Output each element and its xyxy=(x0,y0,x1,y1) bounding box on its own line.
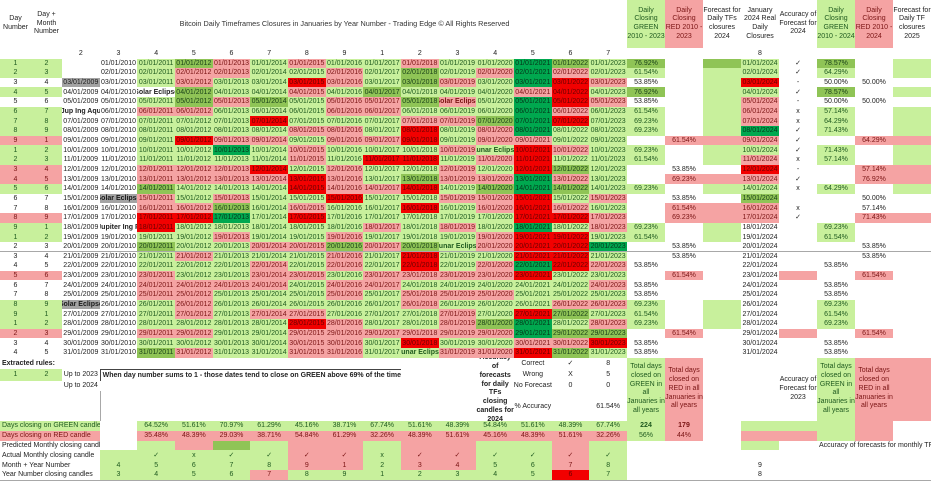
year-number-value[interactable]: 7 xyxy=(589,470,628,481)
accuracy-label: % Accuracy xyxy=(514,391,553,422)
year-number-value[interactable]: 2 xyxy=(401,470,440,481)
sheet-title: Bitcoin Daily Timeframes Closures in Jan… xyxy=(62,0,628,49)
column-header[interactable]: Daily Closing GREEN 2010 - 2023 xyxy=(627,0,666,49)
cell[interactable]: 8 xyxy=(741,470,780,481)
year-number-value[interactable]: 4 xyxy=(476,470,515,481)
cell[interactable] xyxy=(741,391,780,422)
year-number-value[interactable]: 9 xyxy=(325,470,365,481)
cell[interactable] xyxy=(401,380,440,422)
year-number-value[interactable]: 1 xyxy=(363,470,402,481)
column-header[interactable]: January 2024 Real Daily Closures xyxy=(741,0,780,49)
cell[interactable] xyxy=(703,391,742,422)
column-header[interactable]: Daily Closing RED 2010 - 2023 xyxy=(665,0,704,49)
accuracy-2023-title: Accuracy of Forecast for 2023 xyxy=(779,357,818,422)
year-number-value[interactable]: 5 xyxy=(175,470,214,481)
cell[interactable] xyxy=(175,380,214,422)
accuracy-2024-title: Accuracy of forecasts for daily TFs clos… xyxy=(476,357,515,422)
year-number-label: Year Number closing candles xyxy=(0,470,101,481)
total-green-title-2024: Total days closed on GREEN in all Januar… xyxy=(817,357,856,422)
column-header[interactable]: Daily Closing RED 2010 - 2024 xyxy=(855,0,894,49)
year-number-value[interactable]: 4 xyxy=(137,470,176,481)
accuracy-value: 61.54% xyxy=(589,391,628,422)
total-red-title-2024: Total days closed on RED in all Januarie… xyxy=(855,357,894,422)
cell[interactable] xyxy=(893,357,931,422)
cell[interactable] xyxy=(363,380,402,422)
column-header[interactable]: Daily Closing GREEN 2010 - 2024 xyxy=(817,0,856,49)
cell[interactable] xyxy=(0,391,101,422)
accuracy-mark xyxy=(551,391,591,422)
year-number-value[interactable]: 8 xyxy=(288,470,327,481)
day-month-number-header[interactable]: Day + Month Number xyxy=(31,0,63,49)
cell[interactable] xyxy=(817,470,856,481)
cell[interactable] xyxy=(627,470,666,481)
cell[interactable] xyxy=(438,380,478,422)
total-green-title: Total days closed on GREEN in all Januar… xyxy=(627,357,666,422)
cell[interactable] xyxy=(288,380,327,422)
year-number-value[interactable]: 3 xyxy=(438,470,478,481)
total-red-title: Total days closed on RED in all Januarie… xyxy=(665,357,704,422)
year-number-value[interactable]: 6 xyxy=(212,470,252,481)
cell[interactable] xyxy=(250,380,289,422)
cell[interactable] xyxy=(665,470,704,481)
cell[interactable] xyxy=(779,470,818,481)
column-header[interactable]: Accuracy of Forecast for 2024 xyxy=(779,0,818,49)
cell[interactable] xyxy=(99,380,139,422)
cell[interactable] xyxy=(137,380,176,422)
year-number-value[interactable]: 7 xyxy=(250,470,289,481)
column-header[interactable]: Forecast for Daily TFs closures 2024 xyxy=(703,0,742,49)
column-header[interactable]: Forecast for Daily TF closures 2025 xyxy=(893,0,931,49)
cell[interactable] xyxy=(855,470,894,481)
cell[interactable] xyxy=(893,470,931,481)
year-number-value[interactable]: 3 xyxy=(99,470,139,481)
cell[interactable] xyxy=(703,470,742,481)
cell[interactable] xyxy=(212,380,252,422)
cell[interactable] xyxy=(325,380,365,422)
year-number-value[interactable]: 6 xyxy=(551,470,591,481)
day-number-header[interactable]: Day Number xyxy=(0,0,32,49)
year-number-value[interactable]: 5 xyxy=(514,470,553,481)
